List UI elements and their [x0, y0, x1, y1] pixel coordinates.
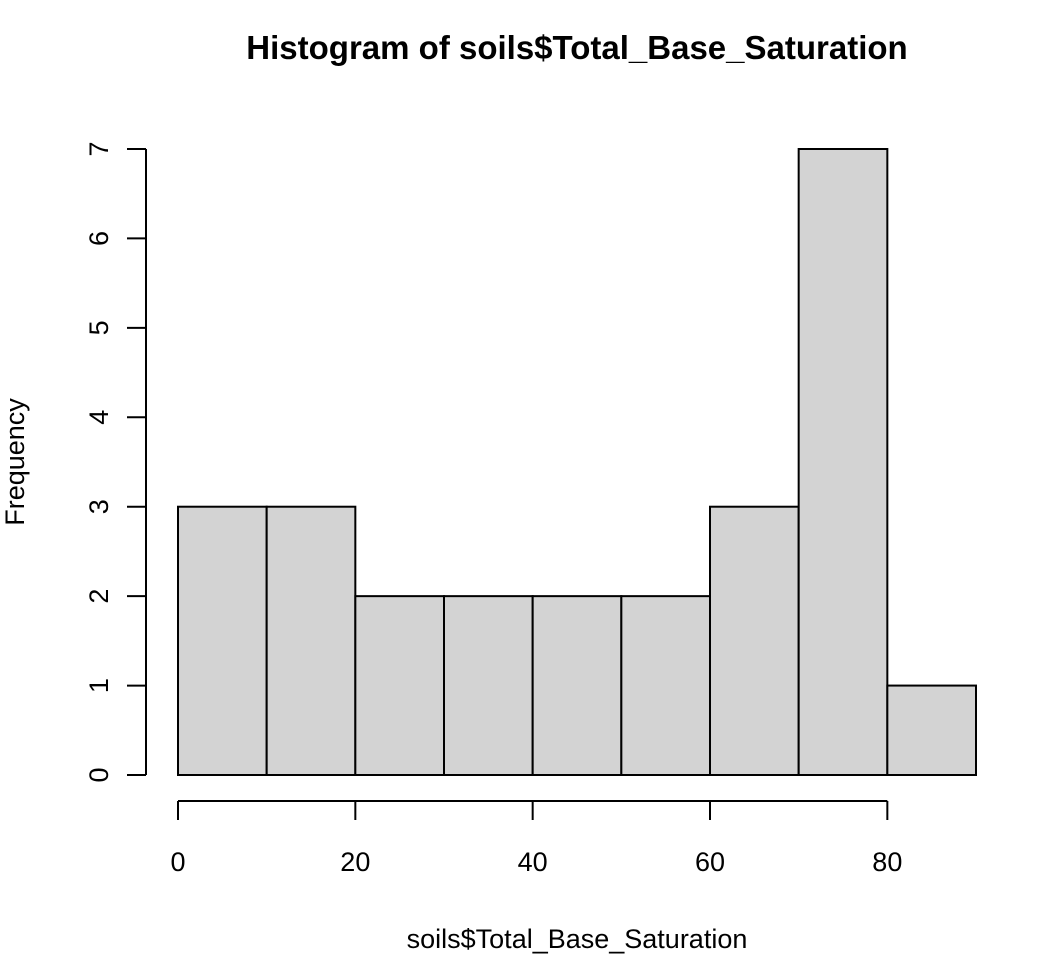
histogram-bar-5 [620, 595, 711, 777]
y-tick-label: 1 [84, 678, 114, 693]
histogram-bar-8 [886, 684, 977, 776]
y-axis-label: Frequency [0, 398, 30, 526]
y-tick-label: 5 [84, 320, 114, 335]
y-tick-label: 4 [84, 410, 114, 425]
x-axis-label: soils$Total_Base_Saturation [407, 924, 748, 954]
x-tick-label: 20 [340, 847, 370, 877]
x-tick-group: 0 20 40 60 80 [170, 801, 902, 877]
x-tick-label: 40 [518, 847, 548, 877]
histogram-bar-2 [354, 595, 446, 777]
histogram-bar-4 [531, 595, 623, 777]
x-tick-label: 80 [872, 847, 902, 877]
histogram-bar-7 [797, 148, 889, 776]
histogram-bar-0 [177, 505, 268, 776]
histogram-bar-3 [443, 595, 534, 777]
x-tick-label: 0 [170, 847, 185, 877]
bars-group [177, 148, 977, 777]
y-tick-label: 3 [84, 499, 114, 514]
chart-title: Histogram of soils$Total_Base_Saturation [246, 29, 907, 66]
y-tick-label: 7 [84, 141, 114, 156]
y-tick-label: 2 [84, 589, 114, 604]
y-tick-label: 0 [84, 767, 114, 782]
x-tick-label: 60 [695, 847, 725, 877]
x-axis: 0 20 40 60 80 [170, 800, 902, 877]
histogram-bar-6 [709, 505, 800, 776]
y-axis: 0 1 2 3 4 5 6 7 [84, 141, 147, 783]
y-tick-label: 6 [84, 231, 114, 246]
histogram-bar-1 [265, 505, 357, 776]
y-tick-group: 0 1 2 3 4 5 6 7 [84, 141, 146, 783]
